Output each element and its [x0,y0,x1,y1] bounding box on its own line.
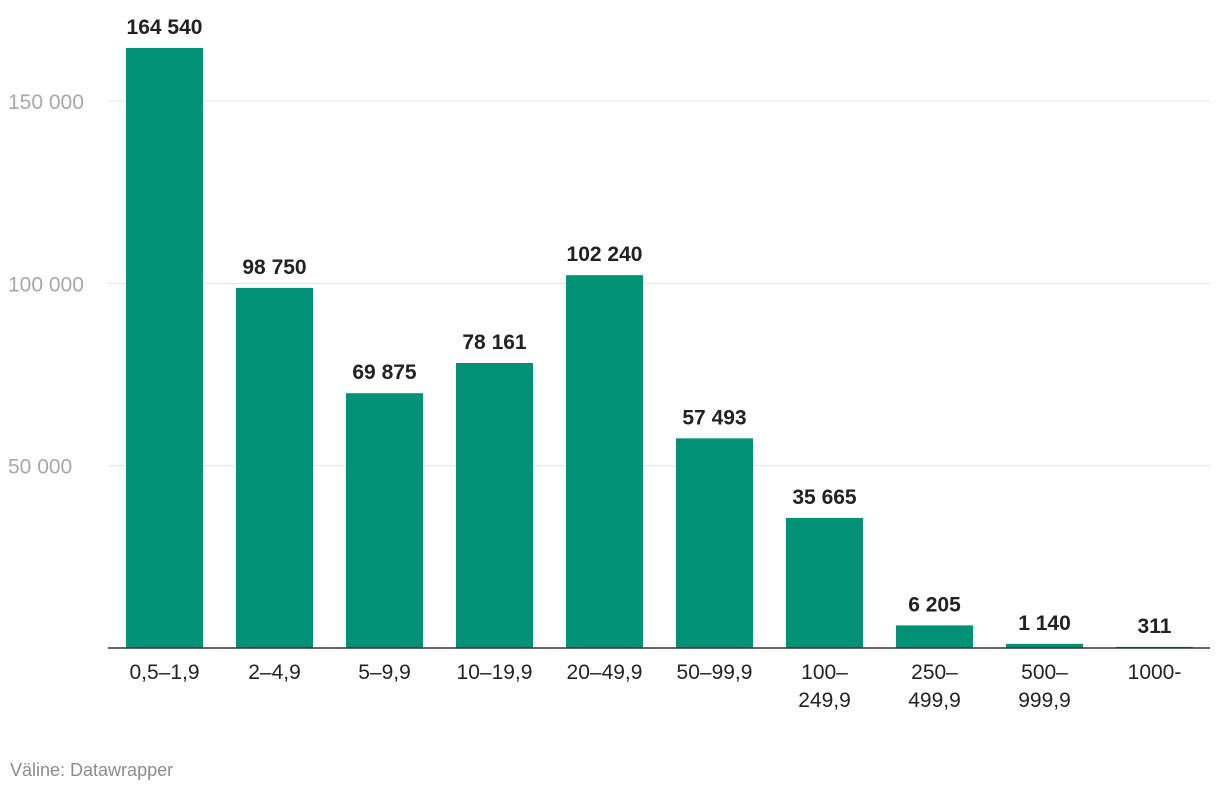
x-axis-ticks: 0,5–1,9 2–4,9 5–9,9 10–19,9 20–49,9 50–99,9 10… [129,661,1181,712]
data-labels: 164 540 98 750 69 875 78 161 102 240 57 493 35… [127,16,1172,638]
bar [1006,643,1083,648]
data-label: 35 665 [792,486,857,509]
data-label: 1 140 [1018,612,1071,635]
data-label: 6 205 [908,593,961,616]
data-label: 98 750 [242,256,306,279]
bar [346,393,423,648]
y-tick-label: 150 000 [8,91,84,114]
bar [236,287,313,648]
bar [896,625,973,648]
source-credit: Väline: Datawrapper [10,760,174,780]
bar [126,48,203,648]
y-tick-label: 50 000 [8,456,72,479]
x-tick-label: 999,9 [1018,689,1071,712]
bar [786,517,863,648]
x-tick-label: 1000- [1128,661,1182,684]
data-label: 57 493 [682,406,746,429]
data-label: 78 161 [462,331,527,354]
bar [676,438,753,648]
bar [566,275,643,648]
x-tick-label: 500– [1021,661,1068,684]
x-tick-label: 20–49,9 [567,661,643,684]
bar [456,362,533,648]
x-tick-label: 50–99,9 [677,661,753,684]
x-tick-label: 249,9 [798,689,851,712]
x-tick-label: 2–4,9 [248,661,301,684]
data-label: 102 240 [567,243,643,266]
x-tick-label: 100– [801,661,848,684]
y-axis-ticks: 50 000 100 000 150 000 [8,91,84,479]
x-tick-label: 10–19,9 [457,661,533,684]
data-label: 69 875 [352,361,417,384]
bars [126,48,1193,648]
x-tick-label: 499,9 [908,689,961,712]
y-tick-label: 100 000 [8,273,84,296]
data-label: 164 540 [127,16,203,39]
x-tick-label: 0,5–1,9 [129,661,199,684]
data-label: 311 [1138,615,1172,638]
x-tick-label: 250– [911,661,958,684]
x-tick-label: 5–9,9 [358,661,411,684]
